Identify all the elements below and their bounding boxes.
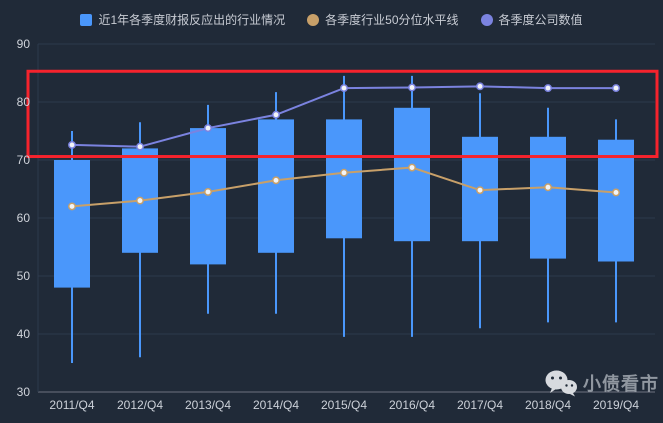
median-point[interactable] [612,188,620,197]
company-point[interactable] [476,82,484,91]
x-axis-tick-label: 2011/Q4 [49,398,95,412]
y-axis-tick-label: 40 [16,327,30,341]
median-point[interactable] [204,187,212,196]
legend-item-label: 各季度公司数值 [498,13,583,27]
company-point[interactable] [68,140,76,149]
y-axis-tick-label: 90 [16,37,30,51]
y-axis-tick-label: 80 [16,95,30,109]
y-axis-tick-label: 70 [16,153,30,167]
company-point[interactable] [272,110,280,119]
median-point[interactable] [68,202,76,211]
legend-item-median-line[interactable]: 各季度行业50分位水平线 [307,13,459,27]
candle-box[interactable] [54,160,90,288]
watermark-label: 小债看市 [583,374,659,394]
y-axis-tick-label: 60 [16,211,30,225]
candle-box[interactable] [190,128,226,265]
median-series-marker-icon [307,14,320,26]
y-axis-tick-label: 30 [16,385,30,399]
annotation-rect [26,69,659,159]
wechat-icon [545,370,577,397]
legend: 近1年各季度财报反应出的行业情况 各季度行业50分位水平线 各季度公司数值 [0,10,663,30]
median-point[interactable] [476,186,484,195]
x-axis-tick-label: 2017/Q4 [456,398,504,412]
legend-item-industry-range[interactable]: 近1年各季度财报反应出的行业情况 [80,13,285,27]
x-axis-tick-label: 2012/Q4 [116,398,164,412]
company-point[interactable] [408,83,416,92]
candle-box[interactable] [394,107,430,242]
x-axis-tick-label: 2015/Q4 [320,398,368,412]
median-point[interactable] [408,163,416,172]
legend-item-company-value[interactable]: 各季度公司数值 [480,13,583,27]
company-point[interactable] [612,84,620,93]
y-axis-tick-label: 50 [16,269,30,283]
x-axis-tick-label: 2018/Q4 [524,398,572,412]
candle-box[interactable] [598,139,634,262]
x-axis-tick-label: 2016/Q4 [388,398,436,412]
company-point[interactable] [544,84,552,93]
x-axis-tick-label: 2014/Q4 [252,398,300,412]
legend-item-label: 近1年各季度财报反应出的行业情况 [98,13,286,27]
median-point[interactable] [544,183,552,192]
x-axis-tick-label: 2019/Q4 [592,398,640,412]
company-point[interactable] [136,142,144,151]
company-point[interactable] [340,84,348,93]
median-point[interactable] [272,176,280,185]
candlestick-series-marker-icon [80,14,93,26]
candle-box[interactable] [326,119,362,239]
candle-box[interactable] [258,119,294,253]
median-point[interactable] [340,168,348,177]
company-point[interactable] [204,124,212,133]
x-axis-tick-label: 2013/Q4 [184,398,232,412]
median-point[interactable] [136,196,144,205]
company-series-marker-icon [480,14,493,26]
watermark: 小债看市 [544,369,659,397]
legend-item-label: 各季度行业50分位水平线 [325,13,459,27]
